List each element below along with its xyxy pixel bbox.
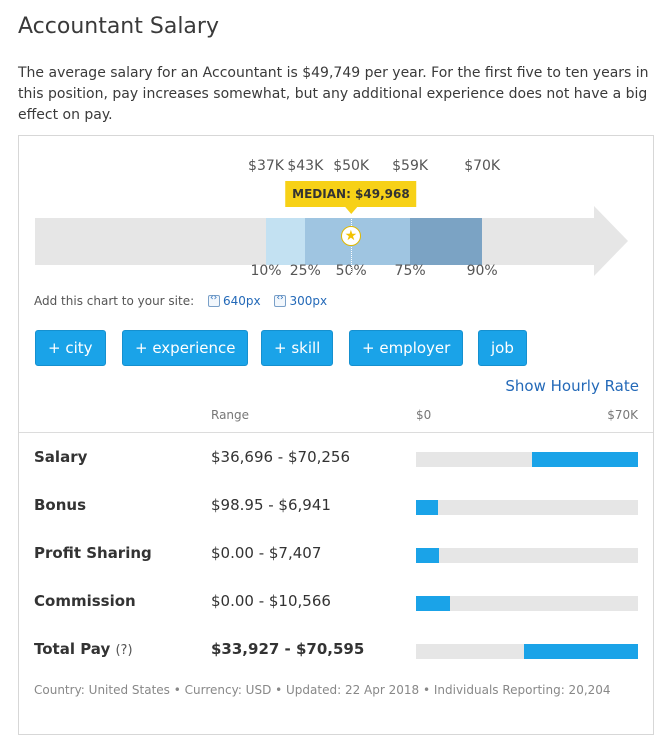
add-experience-button[interactable]: + experience	[122, 330, 249, 366]
tick-top-59k: $59K	[392, 158, 429, 174]
row-label: Total Pay (?)	[34, 640, 133, 658]
range-bar-fill	[416, 500, 438, 515]
show-hourly-rate-link[interactable]: Show Hourly Rate	[505, 377, 639, 395]
tick-bottom-25pct: 25%	[289, 263, 321, 279]
star-icon[interactable]: ★	[340, 226, 361, 246]
row-range: $33,927 - $70,595	[211, 640, 365, 658]
tick-bottom-10pct: 10%	[250, 263, 282, 279]
row-range: $0.00 - $7,407	[211, 544, 322, 562]
table-divider	[19, 432, 653, 433]
page-title: Accountant Salary	[18, 14, 219, 39]
range-bar-fill	[523, 644, 638, 659]
range-bar-track	[416, 596, 638, 611]
add-skill-button[interactable]: + skill	[261, 330, 334, 366]
tick-top-70k: $70K	[464, 158, 501, 174]
add-employer-button[interactable]: + employer	[349, 330, 464, 366]
row-range: $98.95 - $6,941	[211, 496, 331, 514]
band-75-90	[410, 218, 483, 265]
salary-description: The average salary for an Accountant is …	[18, 65, 649, 123]
add-chart-row: Add this chart to your site: 640px 300px	[34, 293, 328, 308]
tick-top-37k: $37K	[248, 158, 284, 174]
embed-icon	[207, 293, 220, 307]
tick-bottom-75pct: 75%	[394, 263, 426, 279]
tick-top-43k: $43K	[287, 158, 324, 174]
add-chart-label: Add this chart to your site:	[34, 294, 195, 308]
row-label: Bonus	[34, 496, 87, 514]
embed-640-link[interactable]: 640px	[222, 294, 261, 308]
row-label: Salary	[34, 448, 88, 466]
total-pay-label: Total Pay	[34, 640, 111, 658]
range-bar-track	[416, 644, 638, 659]
help-link[interactable]: (?)	[115, 643, 133, 658]
range-bar-fill	[532, 452, 638, 467]
scale-min-label: $0	[416, 408, 432, 422]
range-bar-track	[416, 500, 638, 515]
range-bar-fill	[416, 596, 450, 611]
range-bar-track	[416, 548, 638, 563]
row-label: Profit Sharing	[34, 544, 152, 562]
embed-300-link[interactable]: 300px	[289, 294, 328, 308]
job-button[interactable]: job	[478, 330, 527, 366]
range-bar-track	[416, 452, 638, 467]
tick-top-50k: $50K	[333, 158, 370, 174]
row-range: $36,696 - $70,256	[211, 448, 351, 466]
row-range: $0.00 - $10,566	[211, 592, 331, 610]
scale-max-label: $70K	[607, 408, 638, 422]
row-label: Commission	[34, 592, 136, 610]
salary-card: $37K $43K $50K $59K $70K 10% 25% 50% 75%…	[18, 135, 654, 735]
band-10-25	[266, 218, 306, 265]
range-arrow-head	[594, 206, 628, 276]
median-tag: MEDIAN: $49,968	[285, 181, 417, 214]
data-footer: Country: United States • Currency: USD •…	[34, 683, 611, 697]
add-city-button[interactable]: + city	[35, 330, 106, 366]
range-column-header: Range	[211, 408, 250, 422]
range-bar-fill	[416, 548, 440, 563]
tick-bottom-90pct: 90%	[466, 263, 498, 279]
embed-icon	[274, 293, 287, 307]
